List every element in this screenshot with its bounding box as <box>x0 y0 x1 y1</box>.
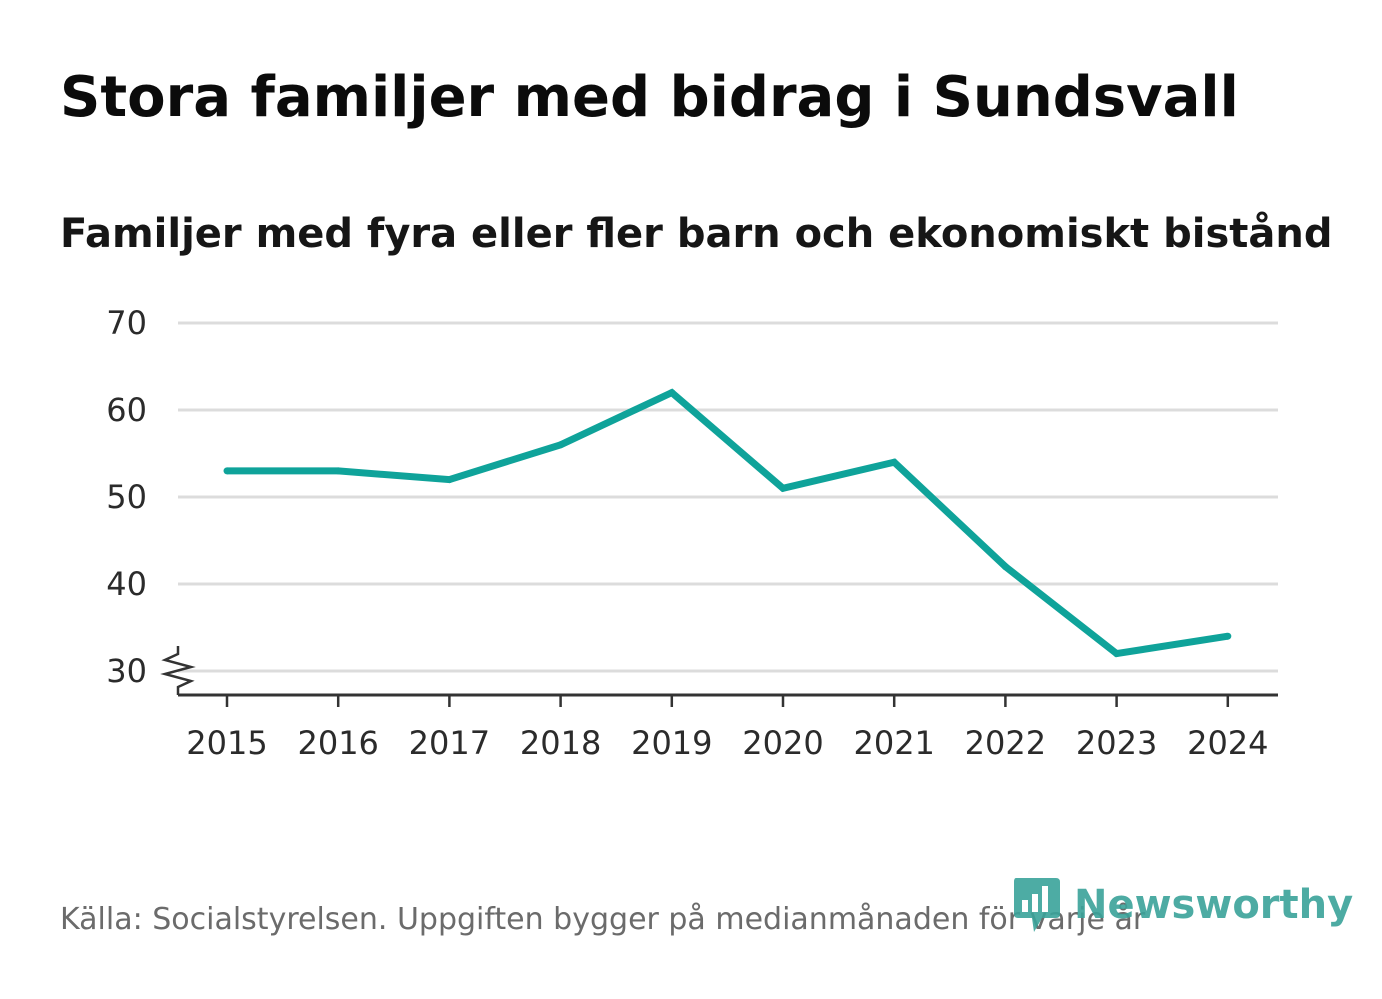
data-point-2022 <box>1001 563 1009 571</box>
y-tick-label-70: 70 <box>106 304 147 342</box>
x-tick-label-2015: 2015 <box>186 724 267 762</box>
data-point-2018 <box>557 441 565 449</box>
x-tick-label-2019: 2019 <box>631 724 712 762</box>
grid-lines <box>178 321 1278 673</box>
data-point-2023 <box>1113 650 1121 658</box>
series-layer <box>223 388 1232 658</box>
y-tick-label-60: 60 <box>106 391 147 429</box>
x-axis-ticks: 2015 2016 2017 2018 2019 2020 2021 2022 2023 2024 <box>186 695 1269 762</box>
y-tick-label-40: 40 <box>106 565 147 603</box>
brand-logo[interactable]: Newsworthy <box>1012 876 1353 934</box>
source-note: Källa: Socialstyrelsen. Uppgiften bygger… <box>60 902 1146 937</box>
x-tick-label-2016: 2016 <box>297 724 378 762</box>
x-tick-label-2022: 2022 <box>965 724 1046 762</box>
x-tick-label-2024: 2024 <box>1187 724 1268 762</box>
data-point-2019 <box>668 389 676 397</box>
x-tick-label-2023: 2023 <box>1076 724 1157 762</box>
data-point-2016 <box>334 467 342 475</box>
x-tick-label-2020: 2020 <box>742 724 823 762</box>
data-point-2024 <box>1224 632 1232 640</box>
data-point-2015 <box>223 467 231 475</box>
data-point-2021 <box>890 458 898 466</box>
x-tick-label-2018: 2018 <box>520 724 601 762</box>
chart-title: Stora familjer med bidrag i Sundsvall <box>60 65 1239 130</box>
x-axis <box>160 646 1278 697</box>
x-tick-label-2017: 2017 <box>409 724 490 762</box>
axis-break-marker <box>160 646 196 695</box>
y-axis-ticks: 30 40 50 60 70 <box>106 304 147 690</box>
data-point-2017 <box>445 476 453 484</box>
brand-name: Newsworthy <box>1074 882 1354 928</box>
series-line-0 <box>227 388 1229 658</box>
y-tick-label-30: 30 <box>106 652 147 690</box>
newsworthy-logo-icon <box>1014 878 1060 932</box>
chart-subtitle: Familjer med fyra eller fler barn och ek… <box>60 211 1333 257</box>
data-point-2020 <box>779 484 787 492</box>
x-tick-label-2021: 2021 <box>853 724 934 762</box>
y-tick-label-50: 50 <box>106 478 147 516</box>
